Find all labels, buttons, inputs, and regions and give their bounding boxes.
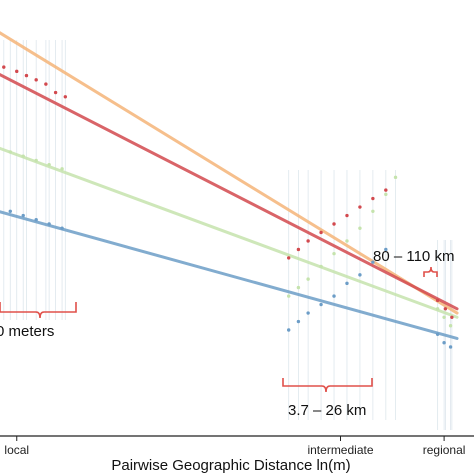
data-point	[287, 256, 291, 260]
data-point	[371, 260, 375, 264]
data-point	[332, 251, 336, 256]
regression-lines	[0, 31, 459, 340]
annotation-local: 0 meters	[0, 323, 54, 340]
data-point	[34, 78, 38, 82]
data-point	[15, 69, 19, 74]
data-point	[47, 162, 51, 167]
data-point	[296, 285, 301, 290]
data-point	[287, 294, 291, 298]
data-point	[448, 324, 453, 328]
x-axis-ticks: local intermediate regional	[4, 436, 465, 457]
data-point	[21, 154, 25, 158]
data-point	[371, 196, 375, 201]
data-point	[53, 90, 58, 95]
data-point	[8, 150, 12, 154]
data-point	[319, 230, 323, 235]
data-point	[345, 281, 349, 286]
data-point	[358, 205, 362, 209]
x-tick-label: regional	[423, 443, 466, 457]
bracket-regional	[423, 266, 438, 277]
vertical-jitter-bands	[3, 40, 453, 430]
data-point	[306, 277, 310, 281]
data-point	[47, 222, 51, 226]
bracket-local	[0, 302, 77, 319]
data-point	[34, 158, 38, 163]
x-tick-label: local	[4, 443, 29, 457]
data-point	[21, 213, 25, 218]
data-point	[345, 239, 349, 243]
data-point	[442, 341, 446, 345]
bracket-intermediate	[282, 378, 373, 393]
data-point	[24, 73, 29, 78]
data-point	[435, 332, 440, 336]
data-points	[2, 65, 454, 349]
data-point	[319, 302, 323, 307]
data-point	[63, 95, 68, 99]
data-point	[442, 315, 446, 319]
data-point	[358, 273, 362, 277]
annotation-regional: 80 – 110 km	[373, 248, 454, 265]
data-point	[306, 239, 310, 243]
data-point	[296, 319, 301, 324]
data-point	[332, 294, 336, 298]
x-axis-title: Pairwise Geographic Distance ln(m)	[111, 457, 350, 474]
data-point	[287, 328, 291, 332]
data-point	[384, 188, 388, 192]
data-point	[371, 209, 375, 213]
fit-line-1	[0, 73, 459, 311]
data-point	[44, 82, 48, 86]
data-point	[448, 345, 453, 349]
fit-line-0	[0, 31, 459, 315]
data-point	[358, 226, 362, 230]
data-point	[8, 209, 12, 213]
data-point	[34, 218, 38, 222]
data-point	[435, 298, 440, 303]
data-point	[384, 247, 388, 252]
data-point	[435, 307, 440, 311]
fit-line-3	[0, 210, 459, 340]
data-point	[319, 264, 323, 269]
x-tick-label: intermediate	[307, 443, 373, 457]
data-point	[450, 315, 454, 319]
data-point	[332, 222, 336, 226]
data-point	[60, 226, 64, 230]
annotation-intermediate: 3.7 – 26 km	[288, 402, 366, 419]
fit-line-2	[0, 146, 459, 319]
data-point	[296, 247, 301, 252]
data-point	[60, 167, 64, 171]
data-point	[393, 175, 398, 180]
data-point	[345, 213, 349, 218]
data-point	[2, 65, 6, 69]
data-point	[384, 192, 388, 197]
data-point	[443, 307, 448, 311]
data-point	[306, 311, 310, 315]
